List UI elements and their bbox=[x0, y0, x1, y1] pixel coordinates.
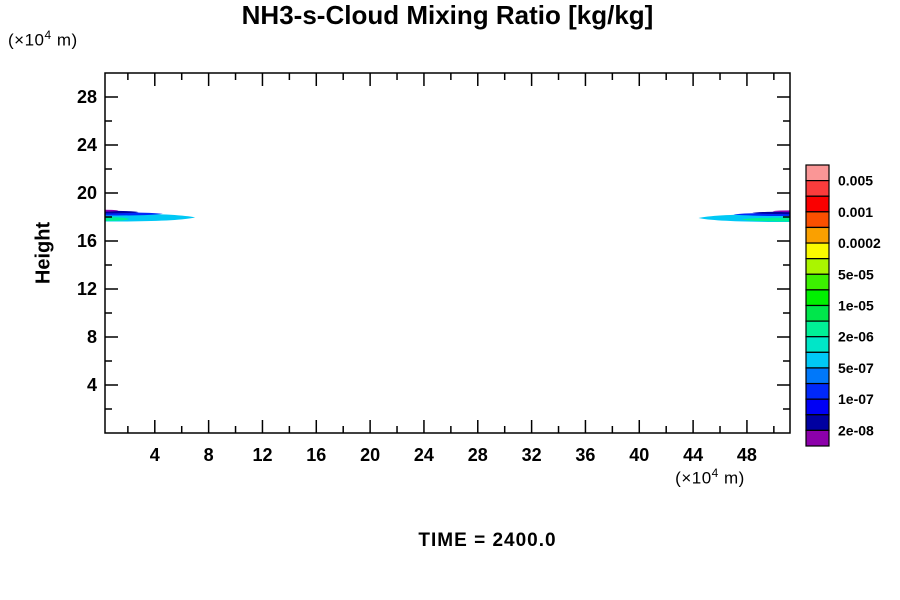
colorbar-cell bbox=[805, 398, 830, 416]
colorbar-cell bbox=[805, 351, 830, 369]
colorbar-cell bbox=[805, 164, 830, 182]
colorbar-cell bbox=[805, 242, 830, 260]
x-tick-label: 36 bbox=[575, 445, 595, 465]
right-cloud-band-layer bbox=[741, 217, 790, 222]
left-cloud-band-layer bbox=[105, 210, 139, 214]
time-annotation: TIME = 2400.0 bbox=[418, 530, 557, 551]
colorbar-cell bbox=[805, 289, 830, 307]
colorbar-cell bbox=[805, 304, 830, 322]
x-tick-label: 8 bbox=[204, 445, 214, 465]
colorbar-cell bbox=[805, 273, 830, 291]
y-tick-label: 28 bbox=[77, 87, 97, 107]
colorbar-cell bbox=[805, 258, 830, 275]
x-unit-exponent: 4 bbox=[711, 466, 719, 480]
colorbar-cell bbox=[805, 320, 830, 338]
x-tick-label: 48 bbox=[737, 445, 757, 465]
y-unit-post: m) bbox=[51, 30, 78, 50]
y-unit-exponent: 4 bbox=[44, 28, 52, 42]
plot-border bbox=[104, 72, 791, 434]
y-tick-label: 8 bbox=[87, 327, 97, 347]
y-axis-unit-label: (×104 m) bbox=[8, 28, 78, 51]
left-cloud-band-layer bbox=[105, 209, 119, 212]
colorbar-cell bbox=[805, 226, 830, 244]
x-axis-unit-label: (×104 m) bbox=[640, 466, 780, 489]
x-tick-label: 32 bbox=[522, 445, 542, 465]
colorbar-cell bbox=[805, 429, 830, 447]
y-tick-label: 12 bbox=[77, 279, 97, 299]
colorbar-cell bbox=[805, 180, 830, 197]
colorbar-label: 2e-08 bbox=[838, 422, 874, 438]
x-tick-label: 12 bbox=[252, 445, 272, 465]
x-tick-label: 40 bbox=[629, 445, 649, 465]
y-tick-label: 4 bbox=[87, 375, 97, 395]
y-tick-label: 24 bbox=[77, 135, 97, 155]
colorbar-label: 1e-05 bbox=[838, 298, 874, 314]
y-unit-pre: (×10 bbox=[8, 30, 45, 50]
x-tick-label: 16 bbox=[306, 445, 326, 465]
x-tick-label: 44 bbox=[683, 445, 703, 465]
colorbar-cell bbox=[805, 367, 830, 385]
colorbar-label: 2e-06 bbox=[838, 329, 874, 345]
colorbar-label: 0.0002 bbox=[838, 235, 881, 251]
colorbar-cell bbox=[805, 195, 830, 213]
plot-title: NH3-s-Cloud Mixing Ratio [kg/kg] bbox=[241, 0, 654, 30]
colorbar-label: 0.005 bbox=[838, 173, 873, 189]
x-tick-label: 4 bbox=[150, 445, 160, 465]
colorbar-cell bbox=[805, 336, 830, 353]
colorbar-label: 1e-07 bbox=[838, 391, 874, 407]
colorbar-cell bbox=[805, 211, 830, 229]
colorbar-label: 0.001 bbox=[838, 204, 873, 220]
y-tick-label: 20 bbox=[77, 183, 97, 203]
left-cloud-band-layer bbox=[105, 213, 196, 222]
colorbar-cell bbox=[805, 414, 830, 431]
colorbar-label: 5e-07 bbox=[838, 360, 874, 376]
x-tick-label: 20 bbox=[360, 445, 380, 465]
x-unit-post: m) bbox=[718, 468, 745, 488]
colorbar-label: 5e-05 bbox=[838, 266, 874, 282]
y-tick-label: 16 bbox=[77, 231, 97, 251]
x-unit-pre: (×10 bbox=[675, 468, 712, 488]
x-tick-label: 28 bbox=[468, 445, 488, 465]
left-cloud-band-layer bbox=[105, 217, 130, 221]
right-cloud-band-layer bbox=[752, 211, 790, 215]
right-cloud-band-layer bbox=[772, 210, 790, 213]
x-tick-label: 24 bbox=[414, 445, 434, 465]
colorbar-cell bbox=[805, 382, 830, 400]
